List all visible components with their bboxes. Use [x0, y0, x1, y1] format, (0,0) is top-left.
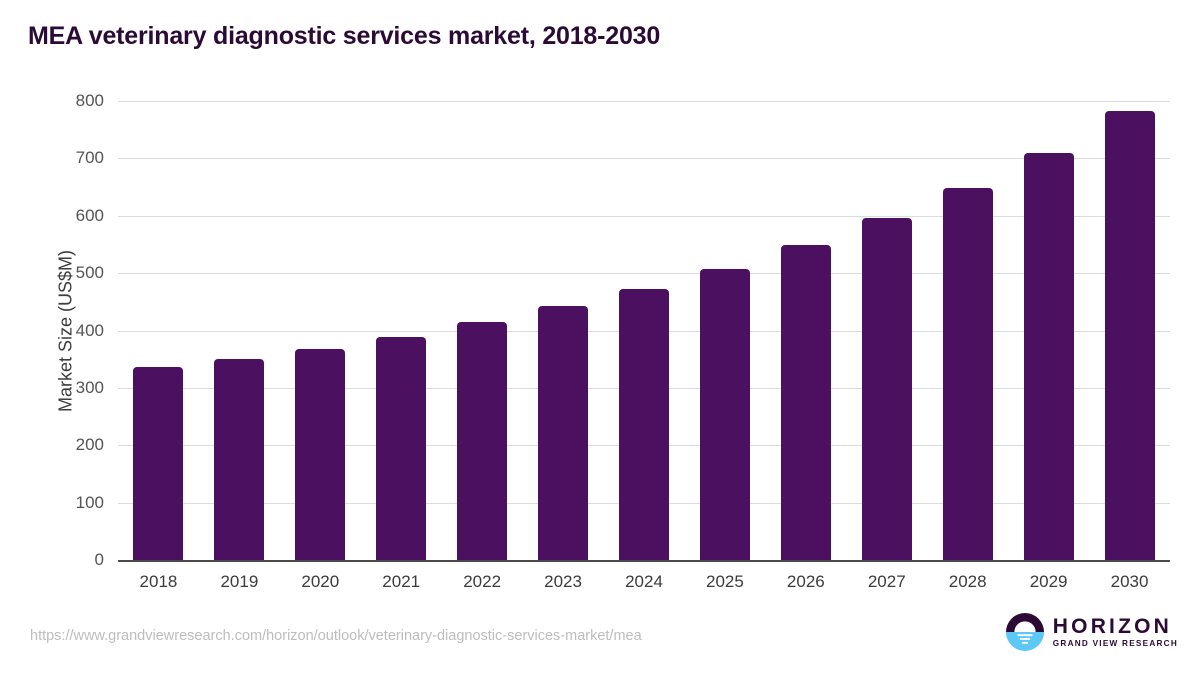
x-tick-label: 2030 — [1110, 572, 1149, 591]
x-tick-label: 2020 — [301, 572, 340, 591]
y-tick-label: 800 — [75, 91, 104, 110]
y-tick-label: 600 — [75, 205, 104, 225]
y-tick-label: 400 — [75, 320, 104, 340]
brand-logo: HORIZON GRAND VIEW RESEARCH — [1005, 613, 1178, 651]
x-tick-label: 2027 — [867, 572, 906, 591]
y-axis-title: Market Size (US$M) — [55, 249, 76, 412]
x-axis-line — [118, 560, 1170, 562]
page-title: MEA veterinary diagnostic services marke… — [28, 22, 661, 50]
bar[interactable] — [538, 305, 589, 560]
y-tick-label: 500 — [75, 263, 104, 283]
logo-tagline: GRAND VIEW RESEARCH — [1052, 638, 1178, 648]
y-tick-label: 200 — [75, 435, 104, 455]
x-tick-label: 2026 — [786, 572, 825, 591]
gridline — [118, 158, 1170, 160]
bar[interactable] — [457, 322, 508, 560]
gridline — [118, 215, 1170, 217]
bar[interactable] — [780, 245, 831, 560]
y-tick-label: 700 — [75, 148, 104, 168]
x-tick-label: 2021 — [382, 572, 421, 591]
bar[interactable] — [861, 218, 912, 560]
bar[interactable] — [214, 359, 265, 560]
horizon-logo-icon — [1005, 613, 1044, 651]
x-tick-label: 2023 — [544, 572, 582, 591]
x-tick-label: 2019 — [220, 572, 259, 591]
logo-text: HORIZON GRAND VIEW RESEARCH — [1053, 616, 1178, 648]
x-tick-label: 2029 — [1029, 572, 1068, 591]
logo-wordmark: HORIZON — [1052, 614, 1173, 638]
gridline — [118, 273, 1170, 275]
bar[interactable] — [1023, 152, 1074, 560]
bar[interactable] — [942, 188, 993, 560]
plot-area: Market Size (US$M) 0 100 200 300 400 500 600 70… — [56, 91, 1170, 569]
bar[interactable] — [1104, 111, 1155, 560]
bar-series — [118, 101, 1170, 560]
x-tick-label: 2018 — [139, 572, 178, 591]
gridline — [118, 101, 1170, 102]
x-tick-label: 2022 — [463, 572, 502, 591]
bar[interactable] — [376, 337, 427, 560]
source-url-label[interactable]: https://www.grandviewresearch.com/horizo… — [30, 628, 642, 644]
bar[interactable] — [619, 288, 669, 560]
y-tick-label: 0 — [94, 550, 104, 569]
x-tick-label: 2024 — [625, 572, 663, 591]
y-tick-label: 100 — [75, 492, 104, 512]
bar[interactable] — [699, 268, 750, 560]
x-tick-label: 2025 — [706, 572, 744, 591]
bar[interactable] — [295, 349, 346, 560]
y-tick-label: 300 — [75, 377, 104, 397]
bar[interactable] — [133, 367, 184, 560]
x-tick-label: 2028 — [948, 572, 987, 591]
